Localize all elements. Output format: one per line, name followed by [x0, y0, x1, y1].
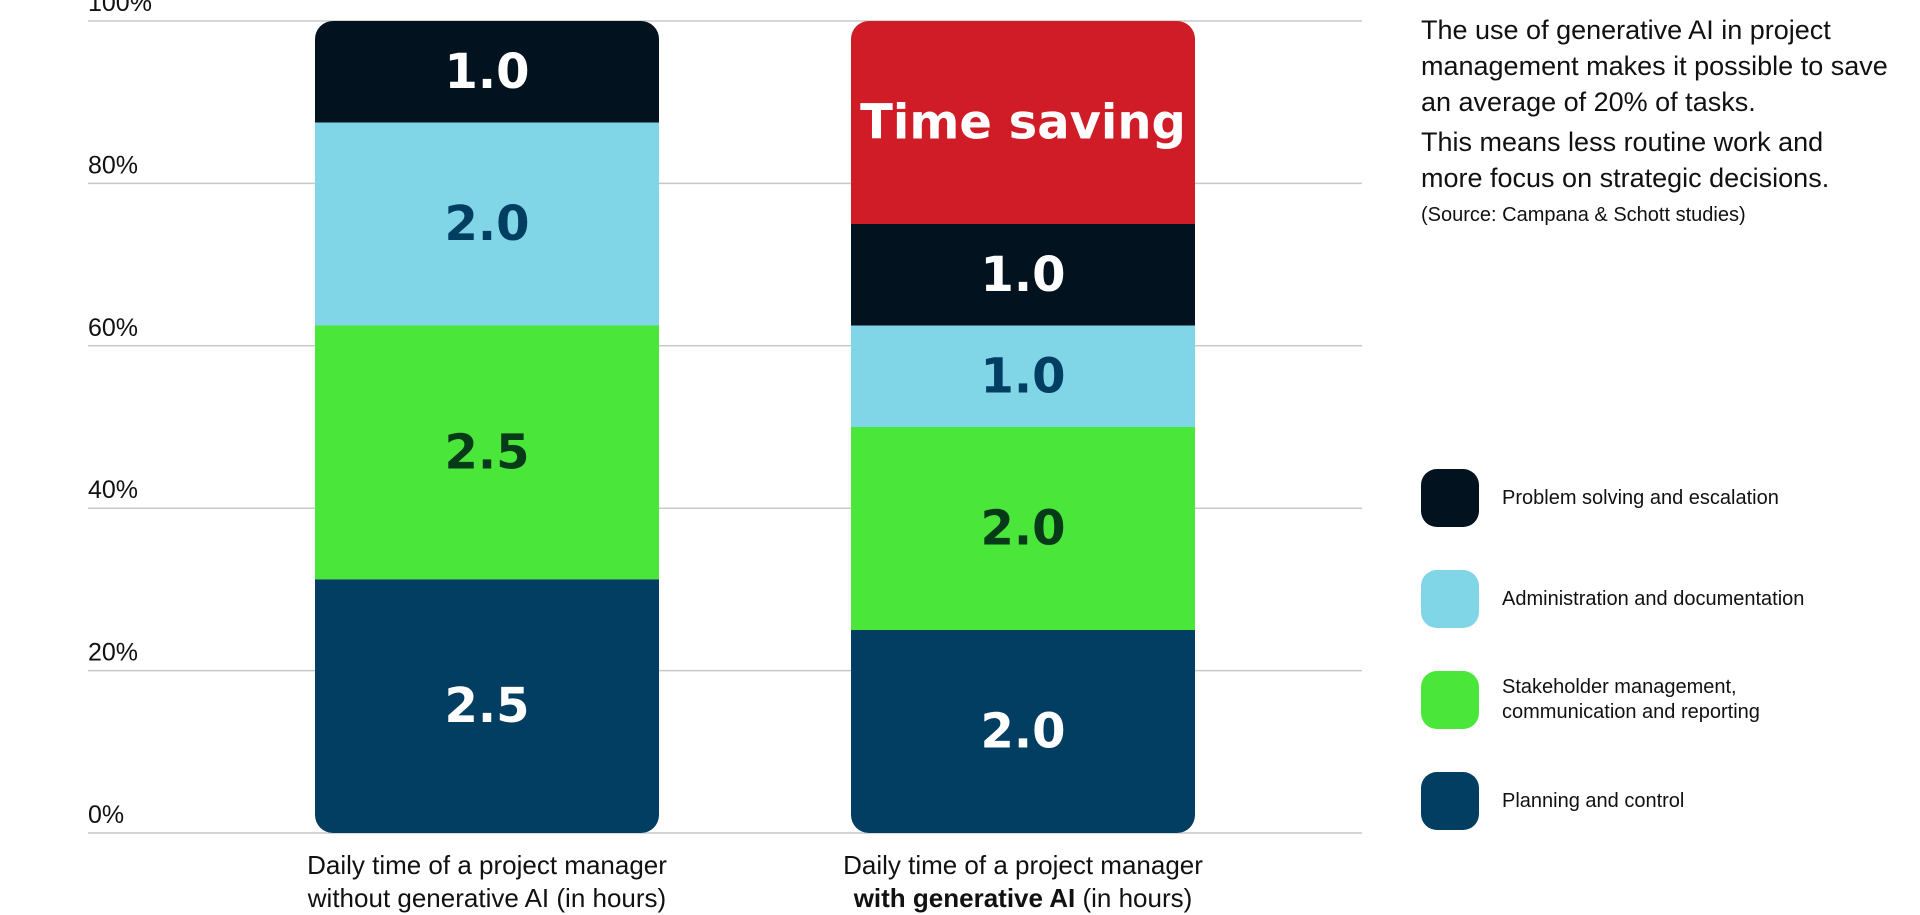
bar-segment-planning	[315, 579, 659, 833]
bar-segment-problem	[851, 224, 1195, 326]
y-tick-label: 100%	[88, 0, 152, 17]
y-tick-label: 20%	[88, 639, 138, 667]
x-category-label: Daily time of a project manager	[307, 850, 667, 880]
legend-item-planning: Planning and control	[1421, 771, 1901, 831]
bar-segment-label-admin: 2.0	[444, 196, 529, 252]
bar-segment-label-problem: 1.0	[980, 247, 1065, 303]
y-tick-label: 0%	[88, 801, 124, 829]
bar-segment-stakeholder	[851, 427, 1195, 630]
y-tick-label: 60%	[88, 314, 138, 342]
legend-item-administration: Administration and documentation	[1421, 569, 1901, 629]
x-category-label: without generative AI (in hours)	[307, 883, 666, 913]
bar-segment-label-stakeholder: 2.5	[444, 424, 529, 480]
source-note: (Source: Campana & Schott studies)	[1421, 204, 1746, 226]
legend-swatch-problem-solving	[1421, 469, 1479, 527]
description-paragraph-1: The use of generative AI in project mana…	[1421, 15, 1888, 117]
legend-item-stakeholder: Stakeholder management, communication an…	[1421, 670, 1901, 730]
legend-label-planning: Planning and control	[1502, 789, 1685, 812]
bar-segment-planning	[851, 630, 1195, 833]
bars: 2.5 2.5 2.0 1.0 2.0 2.0 1.0 1.0 Time saving	[315, 21, 1195, 833]
bar-segment-label-saving: Time saving	[860, 95, 1186, 151]
legend-swatch-administration	[1421, 570, 1479, 628]
legend-label-stakeholder: Stakeholder management, communication an…	[1502, 676, 1760, 723]
x-category-label: Daily time of a project manager	[843, 850, 1203, 880]
description-paragraph-2: This means less routine work and more fo…	[1421, 127, 1830, 193]
legend-label-administration: Administration and documentation	[1502, 587, 1805, 610]
bar-segment-label-stakeholder: 2.0	[980, 501, 1065, 557]
bar-2: 2.0 2.0 1.0 1.0 Time saving	[851, 21, 1195, 833]
legend-label-problem-solving: Problem solving and escalation	[1502, 486, 1779, 509]
x-category-label: with generative AI (in hours)	[853, 883, 1193, 913]
bar-segment-admin	[851, 325, 1195, 427]
bar-segment-label-planning: 2.0	[980, 704, 1065, 760]
bar-segment-problem	[315, 21, 659, 123]
bar-1: 2.5 2.5 2.0 1.0	[315, 21, 659, 833]
bar-segment-label-admin: 1.0	[980, 348, 1065, 404]
chart-description: The use of generative AI in project mana…	[1421, 12, 1891, 234]
legend-swatch-stakeholder	[1421, 671, 1479, 729]
bar-segment-stakeholder	[315, 325, 659, 580]
y-tick-label: 80%	[88, 151, 138, 179]
legend-swatch-planning	[1421, 772, 1479, 830]
bar-segment-label-problem: 1.0	[444, 44, 529, 100]
legend-item-problem-solving: Problem solving and escalation	[1421, 468, 1901, 528]
bar-segment-saving	[851, 21, 1195, 224]
bar-segment-admin	[315, 122, 659, 326]
bar-segment-label-planning: 2.5	[444, 678, 529, 734]
y-tick-label: 40%	[88, 476, 138, 504]
y-axis-ticks: 0% 20% 40% 60% 80% 100%	[88, 0, 152, 829]
legend: Problem solving and escalation Administr…	[1421, 468, 1901, 872]
